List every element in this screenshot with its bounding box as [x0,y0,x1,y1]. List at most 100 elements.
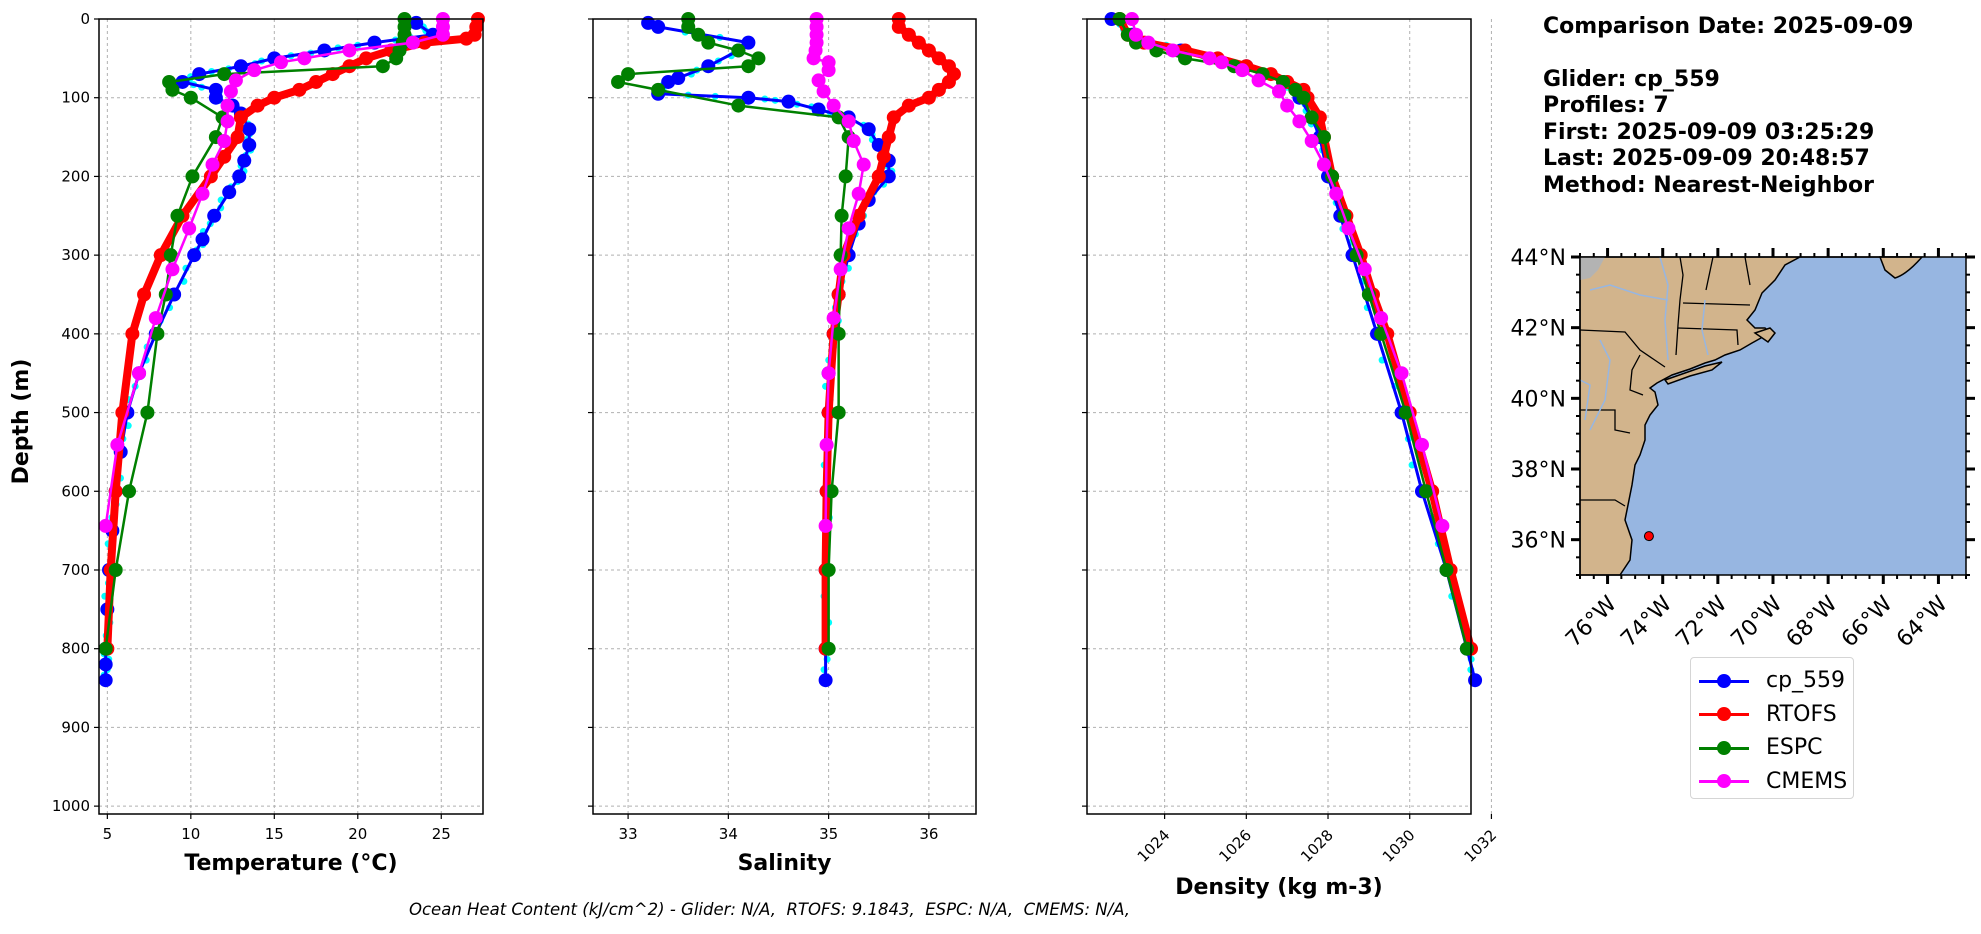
data-point-cmems [821,63,836,78]
data-point-espc [170,208,185,223]
data-point-cmems [110,437,125,452]
comparison-date: Comparison Date: 2025-09-09 [1543,14,1914,39]
data-point-espc [165,82,180,97]
data-point-rtofs [125,326,140,341]
map-panel: 36°N 38°N 40°N 42°N 44°N 76°W74°W72°W70°W68°W… [1511,246,1975,652]
glider-location-marker [1643,531,1654,542]
state-borders [1579,256,1751,507]
data-point-cp_559 [233,59,248,74]
data-point-espc [831,326,846,341]
data-point-rtofs [921,43,936,58]
y-tick-label: 600 [61,482,90,500]
data-point-rtofs [359,51,374,66]
y-axis-label: Depth (m) [9,359,34,485]
y-tick-label: 700 [61,561,90,579]
data-point-cmems [1141,35,1156,50]
lat-tick-label: 40°N [1511,387,1566,412]
data-point-cmems [1304,134,1319,149]
data-point-cp_559 [98,673,113,688]
data-point-rtofs [230,130,245,145]
lat-tick-label: 36°N [1511,529,1566,554]
legend-label: cp_559 [1766,668,1846,694]
data-point-cmems [841,221,856,236]
lon-tick-label: 70°W [1727,591,1788,652]
data-point-rtofs [901,98,916,113]
data-point-espc [185,169,200,184]
data-point-cmems [165,262,180,277]
y-tick-label: 900 [61,718,90,736]
data-point-rtofs [250,98,265,113]
legend-label: CMEMS [1766,768,1848,794]
x-tick-label: 33 [619,825,638,843]
x-tick-label: 15 [265,825,284,843]
data-point-espc [375,59,390,74]
data-point-cmems [1251,73,1266,88]
legend-item-espc: ESPC [1691,731,1853,765]
data-point-espc [621,67,636,82]
data-point-cmems [1341,221,1356,236]
legend-item-cp_559: cp_559 [1691,664,1853,698]
data-point-espc [140,405,155,420]
data-point-cmems [1357,262,1372,277]
last-time: Last: 2025-09-09 20:48:57 [1543,146,1870,171]
data-point-cmems [1129,27,1144,42]
data-point-cmems [841,114,856,129]
data-point-cmems [205,157,220,172]
x-tick-label: 35 [819,825,838,843]
data-point-cmems [1272,84,1286,99]
data-point-cp_559 [741,35,756,50]
data-point-cp_559 [187,248,202,263]
legend-marker-icon [1699,671,1749,691]
data-point-espc [824,484,839,499]
data-point-rtofs [921,90,936,105]
data-point-cp_559 [881,169,896,184]
x-tick-label: 1032 [1461,826,1501,866]
data-point-cmems [247,63,262,78]
data-point-espc [701,35,716,50]
data-point-espc [1459,641,1474,656]
data-point-rtofs [876,149,891,164]
data-point-rtofs [153,248,168,263]
x-tick-label: 1028 [1297,826,1337,866]
data-point-cp_559 [242,122,257,137]
data-point-espc [163,248,178,263]
axes-frame [98,18,484,815]
data-point-rtofs [901,27,916,42]
data-point-cmems [1329,186,1344,201]
data-point-cmems [342,43,357,58]
legend-marker-icon [1699,704,1749,724]
first-time: First: 2025-09-09 03:25:29 [1543,119,1875,145]
data-point-espc [741,59,756,74]
data-point-cmems [1394,366,1409,381]
x-tick-label: 1026 [1215,826,1255,866]
legend-marker-icon [1699,771,1749,791]
data-point-rtofs [881,130,896,145]
lon-tick-label: 72°W [1671,591,1732,652]
data-point-espc [731,98,746,113]
data-point-cmems [1316,157,1331,172]
data-point-cp_559 [195,232,210,247]
data-point-rtofs [931,82,946,97]
data-point-cmems [826,311,841,326]
data-point-cmems [132,366,147,381]
legend: cp_559 RTOFS ESPC CMEMS [1690,657,1854,799]
data-point-rtofs [233,110,248,125]
legend-marker-icon [1699,738,1749,758]
data-point-cmems [1435,518,1450,533]
cape-cod [1753,327,1776,344]
x-axis-label: Temperature (°C) [184,851,397,876]
lon-tick-label: 66°W [1837,591,1898,652]
legend-item-rtofs: RTOFS [1691,698,1853,732]
data-point-cmems [297,51,312,66]
data-point-cmems [217,134,232,149]
density-panel: 1024 1026 1028 1030 1032 Density (kg m-3) [1082,12,1500,900]
data-point-cmems [1202,51,1217,66]
y-tick-label: 200 [61,167,90,185]
data-point-cmems [851,186,866,201]
lon-tick-label: 68°W [1782,591,1843,652]
data-point-espc [150,326,165,341]
data-point-espc [1304,110,1319,125]
data-point-cmems [1414,437,1429,452]
data-point-cmems [818,518,833,533]
